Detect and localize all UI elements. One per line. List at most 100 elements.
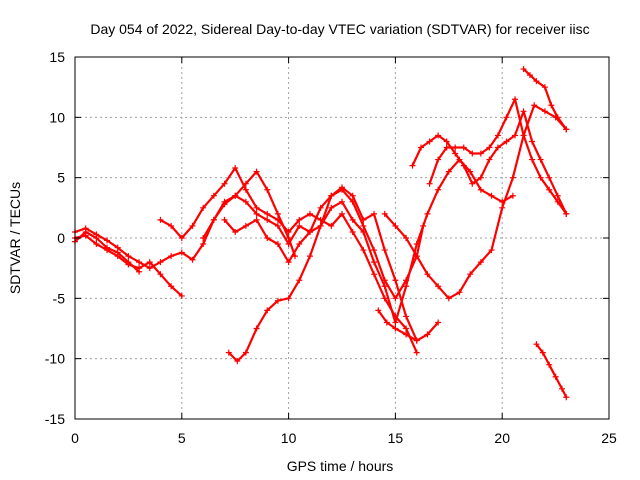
y-tick-label: 0: [57, 230, 65, 246]
data-point: [253, 204, 260, 211]
series-arc-9: [375, 307, 442, 344]
data-point: [178, 292, 185, 299]
data-point: [104, 244, 111, 251]
data-point: [339, 198, 345, 205]
data-point: [93, 241, 100, 248]
data-point: [520, 132, 527, 139]
data-point: [443, 138, 450, 145]
data-point: [559, 385, 566, 392]
data-point: [548, 102, 555, 109]
data-point: [264, 307, 271, 314]
data-point: [477, 259, 484, 266]
y-tick-label: 5: [57, 170, 65, 186]
data-point: [488, 247, 495, 254]
data-point: [503, 114, 510, 121]
series-layer: [72, 66, 570, 401]
data-point: [392, 295, 399, 302]
y-tick-label: 15: [49, 49, 65, 65]
data-point: [328, 192, 335, 199]
data-point: [533, 341, 540, 348]
data-point: [541, 84, 548, 91]
data-point: [554, 192, 561, 199]
data-point: [381, 247, 388, 254]
data-point: [512, 132, 519, 139]
data-point: [178, 249, 185, 256]
data-point: [264, 210, 271, 217]
data-point: [426, 180, 433, 187]
data-point: [503, 138, 510, 145]
data-point: [563, 210, 570, 217]
x-tick-label: 5: [178, 430, 186, 446]
data-point: [82, 228, 89, 235]
data-point: [546, 186, 553, 193]
data-point: [200, 204, 207, 211]
y-tick-label: -15: [45, 411, 65, 427]
data-point: [296, 277, 303, 284]
series-arc-1: [72, 168, 299, 272]
data-point: [509, 192, 516, 199]
data-point: [477, 150, 484, 157]
grid: [75, 57, 609, 419]
data-point: [189, 256, 196, 263]
data-point: [467, 271, 474, 278]
data-point: [546, 361, 553, 368]
data-point: [232, 228, 239, 235]
tick-labels: 0 5 10 15 20 25 15 10 5 0 -5 -10 -15: [45, 49, 617, 446]
series-line: [411, 110, 568, 215]
data-point: [200, 235, 207, 241]
series-line: [535, 343, 568, 399]
series-line: [377, 309, 440, 342]
series-line: [202, 188, 425, 300]
data-point: [285, 259, 292, 266]
data-point: [339, 184, 345, 191]
data-point: [125, 259, 132, 266]
data-point: [381, 283, 388, 290]
data-point: [371, 271, 378, 278]
data-point: [371, 259, 378, 266]
data-point: [371, 210, 378, 217]
data-point: [509, 174, 516, 181]
data-point: [552, 373, 559, 380]
data-point: [242, 198, 249, 205]
data-point: [242, 349, 249, 356]
data-point: [210, 192, 217, 199]
data-point: [563, 394, 570, 401]
data-point: [253, 210, 260, 217]
data-point: [409, 162, 416, 169]
series-arc-2: [72, 232, 185, 299]
data-point: [546, 174, 553, 181]
data-point: [424, 210, 431, 217]
data-point: [264, 235, 271, 241]
x-tick-label: 0: [71, 430, 79, 446]
data-point: [285, 235, 292, 241]
data-point: [285, 241, 292, 248]
data-point: [486, 156, 493, 163]
data-point: [232, 165, 239, 172]
data-point: [452, 144, 459, 151]
data-point: [541, 108, 548, 115]
data-point: [533, 78, 540, 85]
x-tick-label: 20: [494, 430, 510, 446]
data-point: [328, 204, 335, 211]
data-point: [424, 331, 431, 338]
data-point: [537, 174, 544, 181]
data-point: [221, 216, 228, 223]
data-point: [381, 295, 388, 302]
data-point: [392, 319, 399, 326]
data-point: [306, 253, 313, 260]
data-point: [253, 168, 260, 175]
data-point: [253, 325, 260, 332]
data-point: [435, 283, 442, 290]
data-point: [486, 144, 493, 151]
data-point: [456, 289, 463, 296]
data-point: [168, 253, 175, 260]
y-tick-label: -10: [45, 351, 65, 367]
data-point: [381, 210, 388, 217]
data-point: [360, 228, 367, 235]
series-line: [428, 98, 568, 215]
data-point: [563, 126, 570, 133]
data-point: [178, 235, 185, 241]
series-arc-11: [426, 96, 570, 217]
data-point: [494, 132, 501, 139]
data-point: [529, 138, 536, 145]
